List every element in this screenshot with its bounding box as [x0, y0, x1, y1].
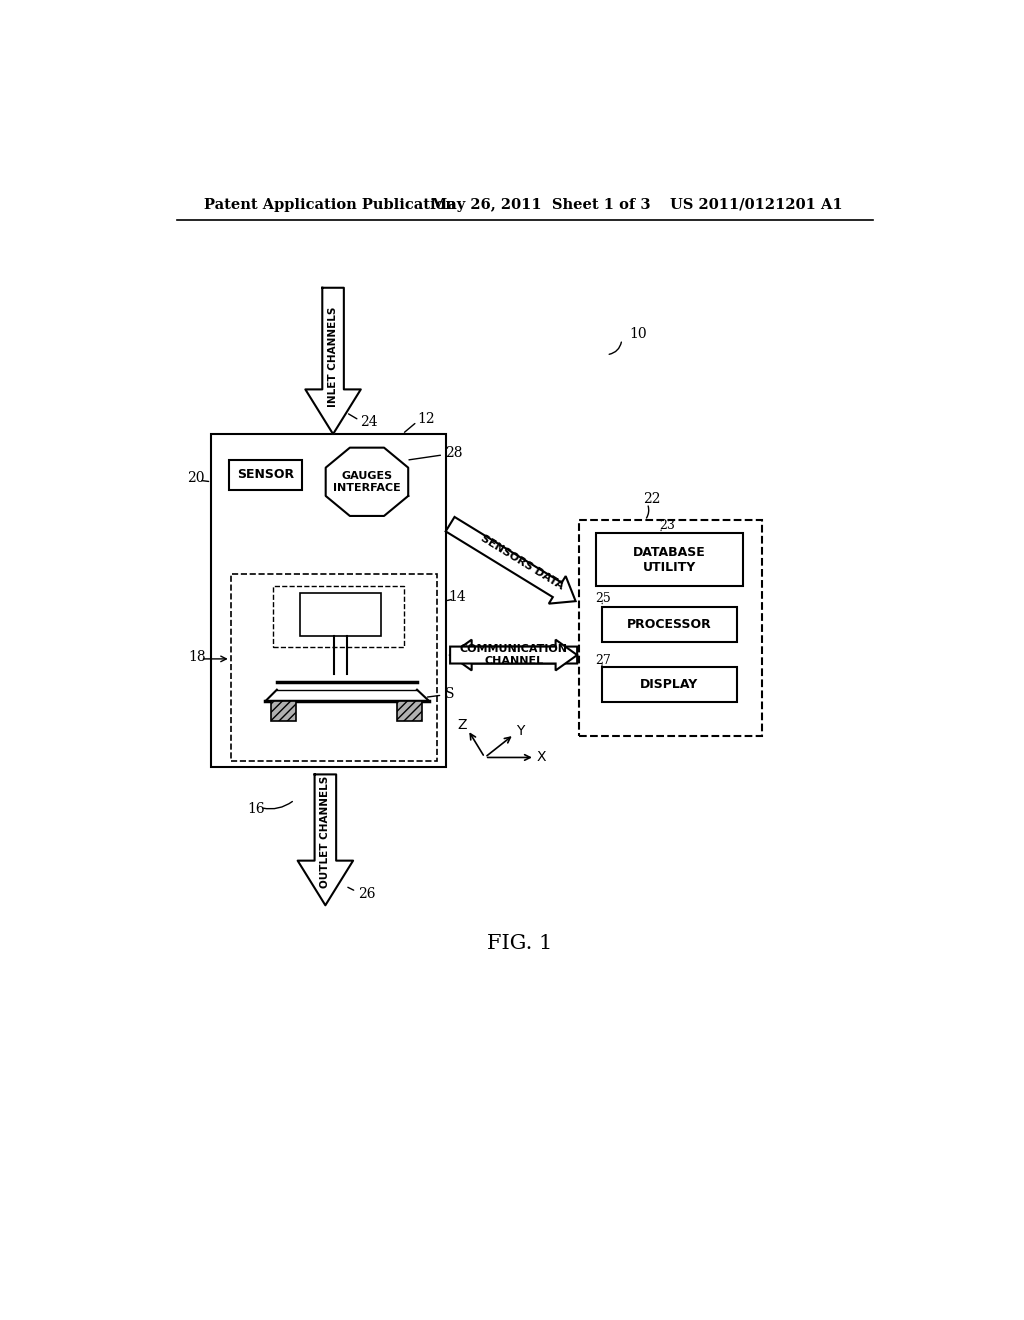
Bar: [602, 607, 736, 642]
Text: 18: 18: [188, 651, 206, 664]
Bar: [211, 434, 446, 767]
Text: DISPLAY: DISPLAY: [640, 677, 698, 690]
Text: S: S: [444, 686, 455, 701]
Bar: [273, 586, 403, 647]
Text: 26: 26: [357, 887, 375, 900]
Text: May 26, 2011  Sheet 1 of 3: May 26, 2011 Sheet 1 of 3: [431, 198, 650, 211]
Bar: [397, 701, 422, 721]
Bar: [229, 461, 302, 490]
Bar: [596, 533, 742, 586]
FancyArrow shape: [445, 517, 575, 603]
Text: PROCESSOR: PROCESSOR: [627, 618, 712, 631]
Text: Patent Application Publication: Patent Application Publication: [204, 198, 456, 211]
Text: 22: 22: [643, 492, 660, 506]
Bar: [230, 574, 437, 760]
Bar: [300, 594, 381, 636]
Text: 14: 14: [449, 590, 466, 605]
Text: FIG. 1: FIG. 1: [486, 935, 552, 953]
Text: 25: 25: [596, 593, 611, 606]
Text: 16: 16: [248, 803, 265, 816]
Text: X: X: [537, 751, 546, 764]
Text: 27: 27: [596, 653, 611, 667]
Text: OUTLET CHANNELS: OUTLET CHANNELS: [321, 776, 331, 888]
FancyArrow shape: [451, 640, 578, 671]
Bar: [579, 520, 762, 737]
Polygon shape: [326, 447, 409, 516]
Text: SENSORS DATA: SENSORS DATA: [479, 533, 565, 591]
Text: 20: 20: [186, 471, 204, 484]
Polygon shape: [298, 775, 353, 906]
Text: US 2011/0121201 A1: US 2011/0121201 A1: [670, 198, 842, 211]
Polygon shape: [305, 288, 360, 434]
Bar: [271, 701, 296, 721]
Text: DATABASE
UTILITY: DATABASE UTILITY: [633, 545, 706, 574]
Text: Z: Z: [457, 718, 466, 733]
FancyArrow shape: [451, 640, 578, 671]
Text: 10: 10: [630, 327, 647, 341]
Text: COMMUNICATION
CHANNEL: COMMUNICATION CHANNEL: [460, 644, 567, 665]
Text: Y: Y: [516, 725, 524, 738]
Bar: [602, 667, 736, 702]
Text: GAUGES
INTERFACE: GAUGES INTERFACE: [333, 471, 400, 492]
Text: INLET CHANNELS: INLET CHANNELS: [328, 306, 338, 408]
Text: ENVIRONMENTAL CAPSULE: ENVIRONMENTAL CAPSULE: [245, 722, 413, 735]
Text: 28: 28: [444, 446, 462, 459]
Text: SENSOR: SENSOR: [238, 469, 294, 482]
Text: 23: 23: [658, 519, 675, 532]
Text: 12: 12: [418, 412, 435, 425]
Text: 24: 24: [360, 414, 378, 429]
